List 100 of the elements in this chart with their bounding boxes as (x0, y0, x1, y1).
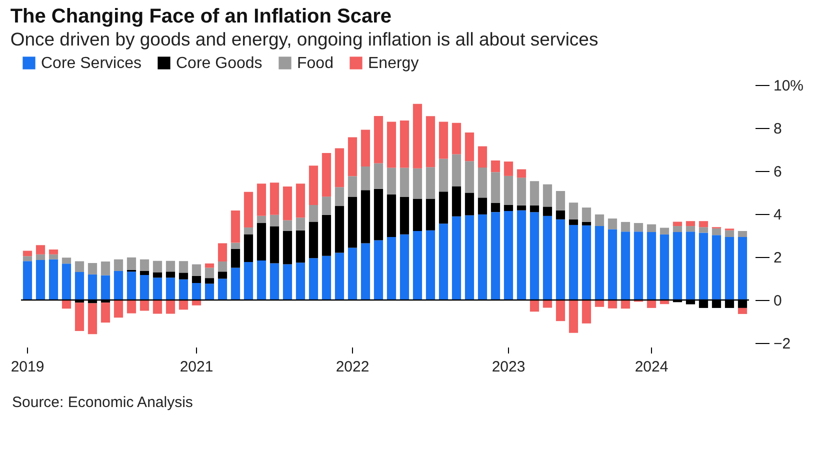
bar (452, 154, 462, 186)
bar (568, 300, 578, 333)
bar (464, 132, 474, 162)
bar (152, 272, 162, 278)
bar (608, 300, 618, 308)
bar (438, 192, 448, 224)
bar (230, 248, 240, 268)
bar (230, 210, 240, 243)
y-tick-label: 0 (774, 292, 782, 310)
bar (504, 162, 514, 176)
bar (490, 172, 500, 203)
bar (256, 260, 266, 300)
bar (386, 194, 396, 238)
bar (270, 182, 280, 215)
bar (608, 229, 618, 300)
bar (374, 116, 384, 164)
bar (152, 300, 162, 314)
bar (322, 256, 332, 300)
bar (166, 272, 176, 278)
bar (282, 220, 292, 231)
bar (360, 166, 370, 190)
bar (192, 264, 202, 276)
bar (48, 254, 58, 260)
bar (542, 206, 552, 216)
bar (296, 218, 306, 230)
bar (672, 232, 682, 300)
bar (464, 161, 474, 193)
bar (204, 263, 214, 268)
bar (516, 210, 526, 300)
bar (244, 234, 254, 262)
bar (166, 260, 176, 272)
bar (400, 168, 410, 198)
bar (218, 278, 228, 300)
bar (152, 278, 162, 300)
bar (178, 279, 188, 300)
bar (660, 228, 670, 234)
bar (348, 176, 358, 197)
bar (568, 224, 578, 300)
bar (504, 204, 514, 211)
bar (166, 278, 176, 300)
x-tick-label: 2021 (180, 358, 214, 376)
legend-label: Energy (368, 55, 419, 72)
bar (724, 237, 734, 300)
bar (634, 232, 644, 300)
bar (698, 221, 708, 228)
bar (360, 190, 370, 244)
y-tick-label: 4 (774, 206, 782, 224)
bar (218, 272, 228, 279)
bar (256, 216, 266, 224)
bar (178, 261, 188, 273)
bar (386, 237, 396, 300)
bar (308, 222, 318, 258)
bar (114, 300, 124, 318)
bar (660, 234, 670, 300)
bar (166, 300, 176, 314)
bar (244, 262, 254, 300)
bar (374, 240, 384, 300)
bar (620, 300, 630, 309)
bar (438, 122, 448, 159)
bar (490, 212, 500, 300)
bar (400, 197, 410, 234)
bar (672, 222, 682, 226)
bar (568, 202, 578, 220)
bar (348, 137, 358, 176)
bar (452, 216, 462, 300)
bar (634, 223, 644, 232)
x-tick-label: 2022 (336, 358, 370, 376)
bar (256, 223, 266, 260)
bar (530, 212, 540, 300)
bar (218, 243, 228, 262)
bar (582, 208, 592, 222)
bar (478, 168, 488, 198)
bar (516, 205, 526, 210)
x-tick-label: 2024 (634, 358, 668, 376)
bar (582, 300, 592, 324)
bar (322, 196, 332, 215)
bar (204, 284, 214, 300)
bar (478, 146, 488, 168)
bar (516, 178, 526, 206)
bar (530, 181, 540, 206)
bar (672, 226, 682, 232)
bar (88, 274, 98, 300)
bar (582, 222, 592, 226)
bar (140, 270, 150, 276)
bar (452, 122, 462, 154)
bar (296, 184, 306, 218)
bar (140, 275, 150, 300)
chart-title: The Changing Face of an Inflation Scare (10, 6, 392, 28)
bar (686, 232, 696, 300)
bar (126, 300, 136, 314)
bar (556, 190, 566, 210)
bar (114, 259, 124, 271)
bar (230, 242, 240, 249)
bar (594, 300, 604, 307)
bar (412, 168, 422, 199)
bar (100, 262, 110, 276)
bar (334, 187, 344, 206)
bar (412, 198, 422, 231)
bar (620, 222, 630, 232)
bar (322, 152, 332, 197)
